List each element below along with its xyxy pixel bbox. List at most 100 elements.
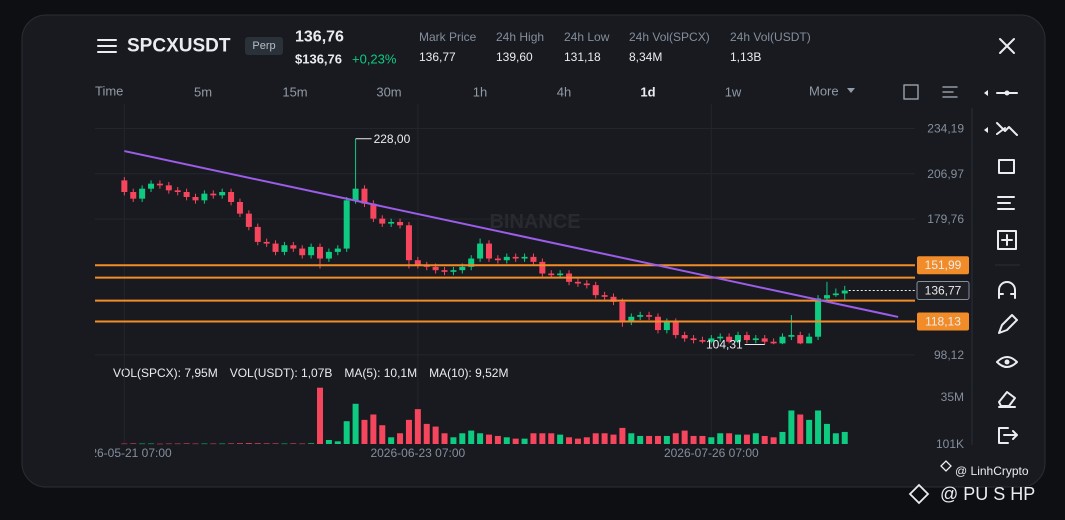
- volume-bar: [592, 433, 599, 444]
- candle-body: [663, 321, 670, 331]
- volume-tick-label: 101K: [936, 437, 964, 451]
- volume-bar: [183, 443, 190, 444]
- candle-body: [592, 285, 599, 296]
- interval[interactable]: 1w: [725, 85, 742, 100]
- candle-body: [619, 301, 626, 322]
- candle-body: [325, 251, 332, 259]
- volume-bar: [325, 439, 332, 444]
- candle-body: [174, 190, 181, 193]
- volume-bar: [228, 443, 235, 444]
- close-button[interactable]: [999, 38, 1015, 54]
- level-label-bg: [917, 312, 969, 331]
- volume-bar: [432, 426, 439, 444]
- tool-rect[interactable]: [998, 159, 1015, 174]
- volume-bar: [779, 431, 786, 444]
- candle-body: [290, 245, 297, 249]
- volume-bar: [743, 434, 750, 444]
- volume-bar: [788, 410, 795, 444]
- candle-body: [272, 243, 279, 252]
- tool-pen[interactable]: [998, 314, 1018, 334]
- candle-body: [183, 192, 190, 197]
- candle-body: [370, 203, 377, 219]
- interval-active[interactable]: 1d: [640, 85, 655, 100]
- candle-body: [148, 183, 155, 189]
- volume-bar: [450, 437, 457, 444]
- candle-body: [503, 256, 510, 261]
- candle-body: [646, 315, 653, 317]
- candle-body: [263, 241, 270, 244]
- interval[interactable]: 30m: [376, 85, 401, 100]
- candle-body: [414, 260, 421, 266]
- candle-body: [832, 293, 839, 296]
- candle-body: [539, 261, 546, 274]
- interval[interactable]: 5m: [194, 85, 212, 100]
- candle-body: [254, 226, 261, 242]
- volume-bar: [139, 443, 146, 445]
- candle-body: [806, 336, 813, 344]
- candle-body: [201, 193, 208, 201]
- y-tick-label: 179,76: [927, 212, 964, 226]
- candle-body: [317, 246, 324, 259]
- interval-more[interactable]: More: [809, 84, 839, 99]
- tool-measure[interactable]: [997, 230, 1017, 250]
- stat-value: 136,77: [419, 50, 456, 64]
- tool-eye[interactable]: [996, 356, 1018, 368]
- volume-bar: [308, 443, 315, 444]
- volume-bar: [566, 437, 573, 444]
- volume-bar: [317, 387, 324, 444]
- last-price-bg: [916, 281, 970, 301]
- volume-bar: [370, 414, 377, 444]
- interval[interactable]: Time: [95, 84, 123, 99]
- volume-bar: [619, 427, 626, 444]
- candle-body: [610, 296, 617, 302]
- candle-body: [405, 225, 412, 261]
- candle-body: [548, 273, 555, 276]
- volume-legend: VOL(USDT): 1,07B: [230, 366, 333, 380]
- candle-body: [156, 183, 163, 186]
- volume-bar: [690, 435, 697, 444]
- interval[interactable]: 15m: [282, 85, 307, 100]
- candle-body: [637, 315, 644, 317]
- volume-bar: [735, 434, 742, 444]
- candle-body: [343, 200, 350, 249]
- settings-icon[interactable]: [903, 84, 958, 100]
- volume-bar: [494, 435, 501, 444]
- volume-bar: [397, 433, 404, 444]
- candle-body: [654, 316, 661, 331]
- level-label: 118,13: [925, 315, 961, 329]
- candle-body: [690, 338, 697, 341]
- credit-icon: [908, 483, 930, 505]
- y-tick-label: 234,19: [927, 121, 964, 135]
- volume-bar: [548, 433, 555, 444]
- volume-bar: [530, 433, 537, 444]
- candle-body: [841, 290, 848, 294]
- volume-bar: [485, 434, 492, 444]
- candle-body: [459, 266, 466, 271]
- interval[interactable]: 4h: [557, 85, 571, 100]
- tool-exit[interactable]: [998, 427, 1018, 444]
- candle-body: [574, 281, 581, 284]
- volume-bar: [708, 437, 715, 444]
- volume-bar: [539, 433, 546, 444]
- tool-line[interactable]: [984, 90, 1018, 96]
- tool-magnet[interactable]: [998, 281, 1016, 299]
- x-tick-label: 2026-05-21 07:00: [77, 446, 172, 460]
- volume-bar: [174, 443, 181, 445]
- candle-body: [334, 248, 341, 252]
- menu-icon[interactable]: [97, 39, 117, 53]
- tool-trend[interactable]: [984, 122, 1018, 136]
- tool-eraser[interactable]: [998, 391, 1016, 408]
- candle-body: [308, 246, 315, 256]
- candle-body: [557, 273, 564, 276]
- volume-legend: VOL(SPCX): 7,95M: [113, 366, 218, 380]
- stat-label: 24h High: [496, 30, 544, 44]
- candle-body: [779, 336, 786, 344]
- symbol[interactable]: SPCXUSDT: [127, 36, 231, 57]
- volume-bar: [601, 433, 608, 444]
- candle-body: [717, 336, 724, 339]
- y-tick-label: 206,97: [927, 167, 964, 181]
- volume-bar: [752, 433, 759, 444]
- candle-body: [699, 340, 706, 342]
- tool-fib[interactable]: [997, 196, 1015, 210]
- interval[interactable]: 1h: [473, 85, 487, 100]
